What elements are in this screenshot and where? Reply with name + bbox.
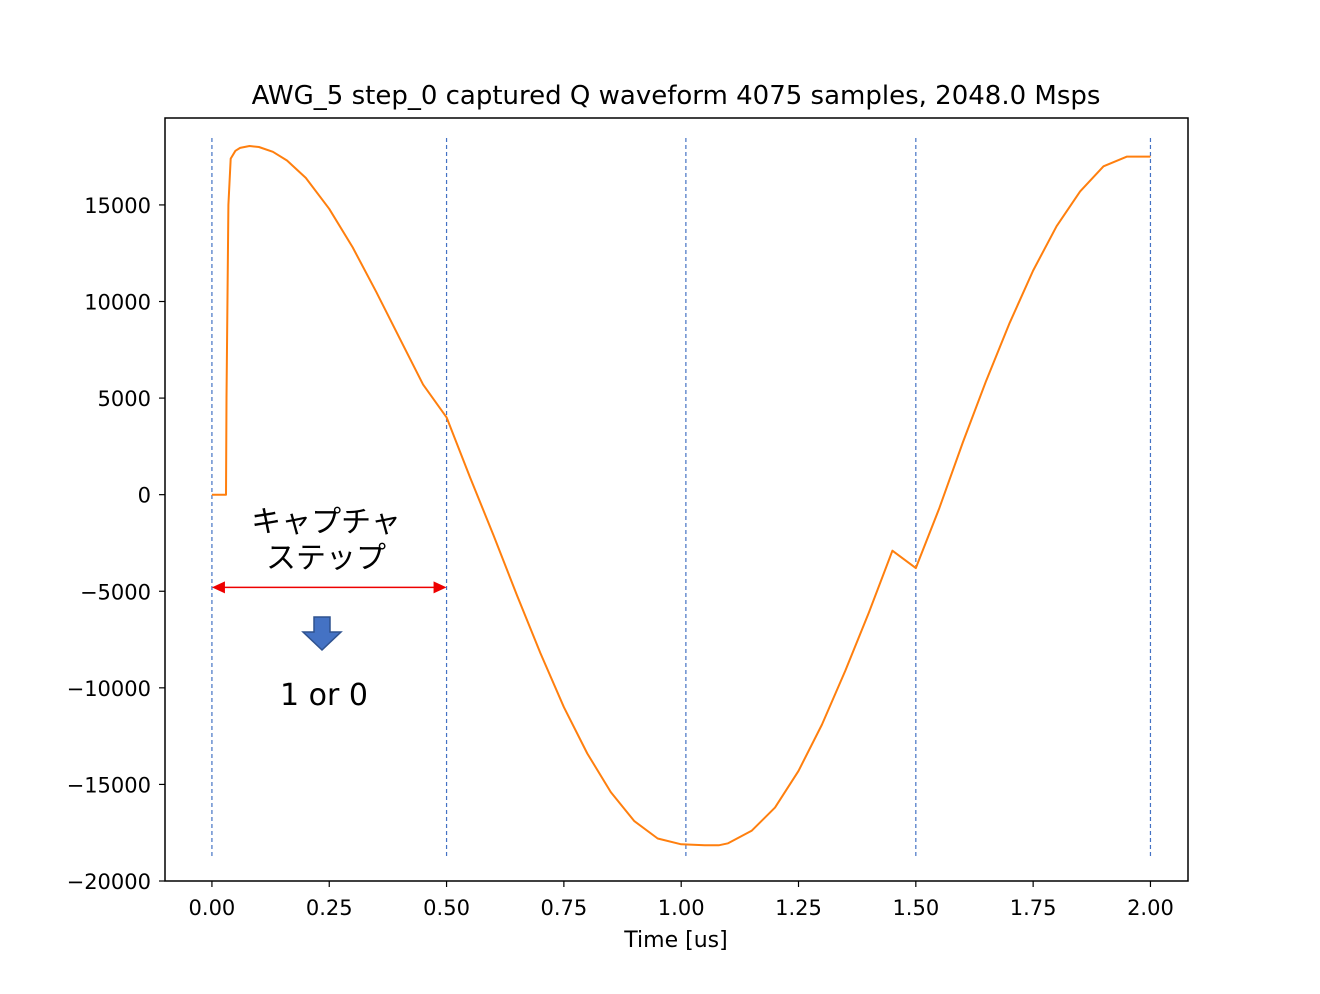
vertical-guide-lines	[211, 138, 1152, 856]
y-tick-label: −5000	[80, 580, 151, 604]
x-tick-label: 1.00	[658, 896, 705, 920]
x-tick-label: 0.75	[540, 896, 587, 920]
y-axis-ticks: −20000 −15000 −10000 −5000 0 5000 10000 15000	[67, 194, 165, 894]
y-tick-label: 0	[138, 484, 151, 508]
x-tick-label: 1.50	[892, 896, 939, 920]
capture-step-label-line1: キャプチャ	[251, 505, 401, 540]
x-tick-label: 1.75	[1010, 896, 1057, 920]
capture-step-arrow	[211, 581, 447, 594]
chart-title: AWG_5 step_0 captured Q waveform 4075 sa…	[252, 81, 1101, 111]
series-layer	[211, 145, 1151, 847]
down-arrow-icon	[301, 616, 343, 652]
step-arrow-right-head	[433, 581, 447, 594]
x-axis-label: Time [us]	[623, 928, 727, 953]
y-tick-label: 5000	[98, 387, 151, 411]
y-tick-label: −15000	[67, 773, 151, 797]
y-tick-label: 15000	[84, 194, 151, 218]
y-tick-label: 10000	[84, 291, 151, 315]
result-label: 1 or 0	[280, 678, 368, 713]
x-tick-label: 0.50	[423, 896, 470, 920]
annotations: キャプチャ ステップ 1 or 0	[211, 505, 447, 713]
x-tick-label: 0.00	[189, 896, 236, 920]
y-tick-label: −20000	[67, 870, 151, 894]
plot-frame	[164, 117, 1189, 882]
x-tick-label: 2.00	[1127, 896, 1174, 920]
step-arrow-left-head	[211, 581, 225, 594]
x-tick-label: 1.25	[775, 896, 822, 920]
y-tick-label: −10000	[67, 677, 151, 701]
x-tick-label: 0.25	[306, 896, 353, 920]
series-line-0	[211, 145, 1151, 847]
capture-step-label-line2: ステップ	[266, 541, 386, 576]
x-axis-ticks: 0.00 0.25 0.50 0.75 1.00 1.25 1.50 1.75 2.00	[189, 881, 1174, 920]
